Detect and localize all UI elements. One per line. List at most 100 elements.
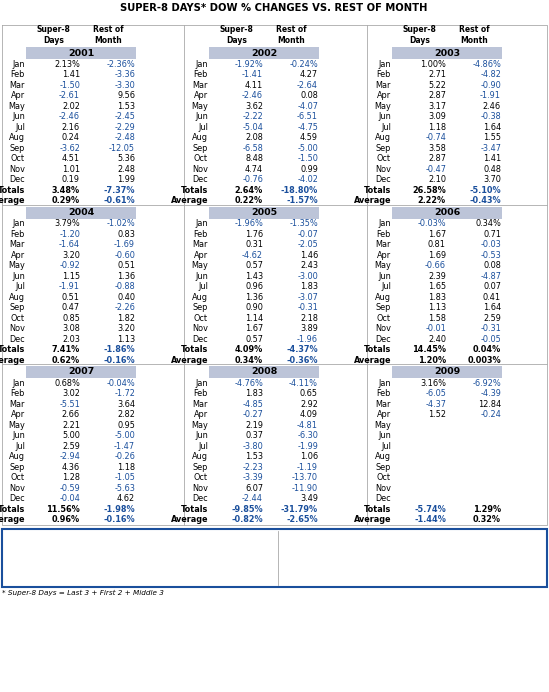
Text: -6.58: -6.58 — [242, 144, 263, 153]
Text: -0.92: -0.92 — [59, 262, 80, 271]
Text: Average: Average — [171, 356, 208, 365]
Text: Jul: Jul — [15, 282, 25, 291]
Text: 1.53: 1.53 — [117, 102, 135, 111]
Text: 0.07%: 0.07% — [186, 566, 215, 575]
Text: -6.51: -6.51 — [297, 112, 318, 121]
Text: 0.37: 0.37 — [245, 431, 263, 440]
Text: Month: Month — [7, 555, 37, 564]
Text: Jun: Jun — [195, 112, 208, 121]
Text: -0.66: -0.66 — [425, 262, 446, 271]
Text: -0.04: -0.04 — [59, 494, 80, 503]
Text: 1.36: 1.36 — [117, 272, 135, 281]
Text: 0.85: 0.85 — [62, 313, 80, 322]
Text: Jul: Jul — [198, 282, 208, 291]
Text: Apr: Apr — [194, 410, 208, 419]
Text: 1.14: 1.14 — [245, 313, 263, 322]
Text: Feb: Feb — [194, 389, 208, 399]
Text: Sep: Sep — [193, 463, 208, 472]
Text: 0.22%: 0.22% — [235, 197, 263, 206]
Text: 1.41: 1.41 — [483, 154, 501, 163]
Text: Sep: Sep — [376, 144, 391, 153]
Text: 3.02: 3.02 — [62, 389, 80, 399]
Text: -0.04%: -0.04% — [107, 379, 135, 388]
Text: -2.22: -2.22 — [242, 112, 263, 121]
Text: 100: 100 — [13, 544, 31, 553]
Text: -3.07: -3.07 — [297, 293, 318, 302]
Text: May: May — [191, 262, 208, 271]
Text: 0.07: 0.07 — [483, 282, 501, 291]
Text: -1.20: -1.20 — [59, 230, 80, 239]
Text: 4.51: 4.51 — [62, 154, 80, 163]
Text: 5.22: 5.22 — [428, 81, 446, 90]
Text: -6.92%: -6.92% — [472, 379, 501, 388]
Text: 9.56: 9.56 — [117, 91, 135, 100]
Text: -0.74: -0.74 — [425, 134, 446, 143]
Text: Totals: Totals — [0, 504, 25, 513]
Text: 1.55: 1.55 — [483, 134, 501, 143]
Text: Totals: Totals — [363, 504, 391, 513]
Text: -1.19: -1.19 — [297, 463, 318, 472]
Text: Nov: Nov — [192, 165, 208, 174]
Text: 4.11: 4.11 — [245, 81, 263, 90]
Text: 0.57: 0.57 — [245, 335, 263, 344]
Text: Average: Average — [354, 197, 391, 206]
Text: 1.83: 1.83 — [428, 293, 446, 302]
Text: 1.28: 1.28 — [62, 473, 80, 482]
Text: 1.00%: 1.00% — [420, 60, 446, 69]
Text: 0.24: 0.24 — [62, 134, 80, 143]
Text: 4.59: 4.59 — [300, 134, 318, 143]
Text: 3.20: 3.20 — [117, 325, 135, 334]
Text: 1.82: 1.82 — [117, 313, 135, 322]
Text: 0.29%: 0.29% — [52, 197, 80, 206]
Text: 2005: 2005 — [251, 208, 277, 217]
Text: -4.37%: -4.37% — [287, 345, 318, 354]
Text: 2.64%: 2.64% — [235, 185, 263, 194]
Text: 11.56%: 11.56% — [46, 504, 80, 513]
Text: Net % Changes: Net % Changes — [58, 544, 123, 553]
Text: 2002: 2002 — [251, 48, 277, 57]
Text: 0.04%: 0.04% — [473, 345, 501, 354]
Text: -1.99: -1.99 — [297, 441, 318, 450]
Text: May: May — [374, 102, 391, 111]
Text: 0.34%: 0.34% — [235, 356, 263, 365]
Text: Dec: Dec — [9, 494, 25, 503]
Text: 2.21: 2.21 — [62, 421, 80, 430]
Text: Totals: Totals — [0, 185, 25, 194]
Text: 12.84: 12.84 — [478, 400, 501, 409]
Text: -4.11%: -4.11% — [289, 379, 318, 388]
Text: -0.03: -0.03 — [480, 240, 501, 249]
Text: 1.01: 1.01 — [62, 165, 80, 174]
Text: -0.03%: -0.03% — [417, 219, 446, 228]
Text: 4.09: 4.09 — [300, 410, 318, 419]
Text: Jul: Jul — [381, 122, 391, 131]
Text: 2.16: 2.16 — [62, 122, 80, 131]
Text: 2.87: 2.87 — [428, 91, 446, 100]
Text: Jul: Jul — [381, 441, 391, 450]
Text: -0.61%: -0.61% — [103, 197, 135, 206]
Text: Jun: Jun — [378, 112, 391, 121]
Text: -0.76: -0.76 — [242, 175, 263, 184]
Text: 4.27: 4.27 — [300, 71, 318, 80]
Text: 1.69: 1.69 — [428, 251, 446, 260]
Bar — [392, 206, 502, 219]
Bar — [209, 206, 319, 219]
Text: Oct: Oct — [377, 313, 391, 322]
Text: 2.22%: 2.22% — [418, 197, 446, 206]
Text: 0.41: 0.41 — [483, 293, 501, 302]
Text: -0.05%: -0.05% — [512, 566, 545, 575]
Text: Jul: Jul — [198, 441, 208, 450]
Text: -5.74%: -5.74% — [414, 504, 446, 513]
Text: 1.53: 1.53 — [245, 453, 263, 462]
Text: -2.45: -2.45 — [114, 112, 135, 121]
Bar — [209, 366, 319, 378]
Text: 3.70: 3.70 — [483, 175, 501, 184]
Text: 1.29%: 1.29% — [473, 504, 501, 513]
Text: Jul: Jul — [198, 122, 208, 131]
Text: -7.37%: -7.37% — [104, 185, 135, 194]
Text: Average: Average — [0, 356, 25, 365]
Text: Oct: Oct — [377, 473, 391, 482]
Text: -4.85: -4.85 — [242, 400, 263, 409]
Text: -1.02%: -1.02% — [107, 219, 135, 228]
Text: -3.00: -3.00 — [297, 272, 318, 281]
Text: 0.96%: 0.96% — [52, 516, 80, 525]
